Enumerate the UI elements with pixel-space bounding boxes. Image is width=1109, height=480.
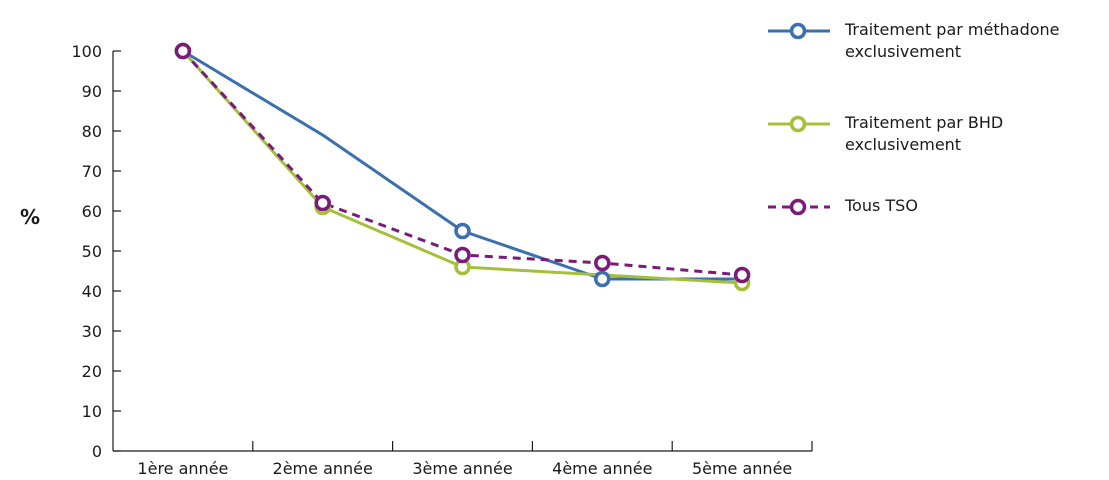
data-point-marker (733, 266, 751, 284)
data-point-marker (454, 222, 471, 240)
x-tick-label: 3ème année (412, 459, 512, 478)
data-point-marker (594, 254, 611, 272)
y-tick-label: 60 (82, 202, 102, 221)
data-point-marker (454, 246, 471, 264)
y-tick-label: 80 (82, 122, 102, 141)
y-axis-title: % (20, 205, 40, 229)
x-tick-label: 5ème année (692, 459, 792, 478)
x-tick-label: 2ème année (273, 459, 373, 478)
y-tick-label: 30 (82, 322, 102, 341)
x-tick-label: 4ème année (552, 459, 652, 478)
legend-label: Traitement par méthadone (844, 20, 1060, 39)
x-tick-label: 1ère année (137, 459, 228, 478)
legend-label: Traitement par BHD (844, 113, 1003, 132)
y-tick-label: 70 (82, 162, 102, 181)
y-tick-label: 40 (82, 282, 102, 301)
chart-legend: Traitement par méthadoneexclusivementTra… (768, 20, 1060, 216)
series-line (181, 49, 743, 277)
legend-item: Traitement par méthadone exclusivement (768, 20, 1060, 61)
legend-item: Tous TSO (768, 196, 918, 216)
y-axis-label: % (20, 205, 40, 229)
legend-label: exclusivement (845, 135, 961, 154)
legend-label: exclusivement (845, 42, 961, 61)
chart-axes: 0 10 20 30 40 50 60 70 80 90 100 1ère année 2ème ann… (71, 42, 813, 478)
data-point-marker (594, 270, 611, 288)
y-tick-label: 20 (82, 362, 102, 381)
series-line (182, 49, 743, 281)
data-point-marker (314, 194, 331, 212)
y-tick-label: 10 (82, 402, 102, 421)
y-tick-label: 90 (82, 82, 102, 101)
y-tick-label: 0 (92, 442, 102, 461)
legend-item: Traitement par BHD exclusivement (768, 113, 1003, 154)
series-markers (174, 42, 751, 292)
legend-swatch-marker (789, 115, 807, 133)
legend-swatch-marker (789, 22, 807, 40)
legend-label: Tous TSO (844, 196, 918, 215)
y-tick-label: 100 (71, 42, 102, 61)
legend-swatch-marker (789, 198, 807, 216)
data-point-marker (174, 42, 192, 60)
y-tick-label: 50 (82, 242, 102, 261)
